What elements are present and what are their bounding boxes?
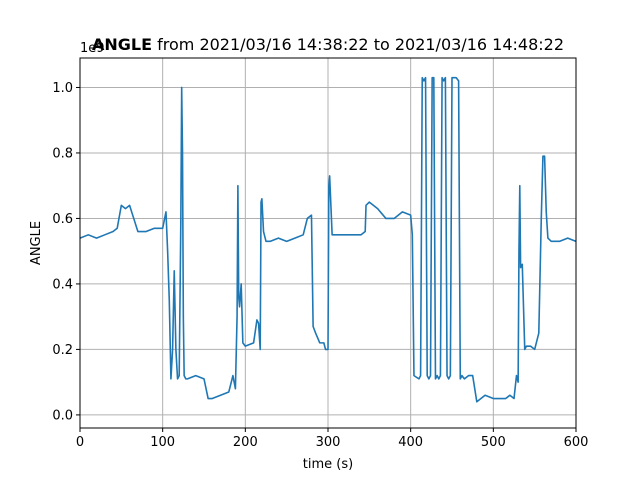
y-offset-label: 1e9 bbox=[80, 41, 105, 56]
x-tick-label: 200 bbox=[233, 435, 258, 450]
x-tick-label: 0 bbox=[76, 435, 84, 450]
x-tick-label: 300 bbox=[316, 435, 341, 450]
x-axis: 0 100 200 300 400 500 600 bbox=[76, 428, 589, 450]
x-tick-label: 100 bbox=[150, 435, 175, 450]
series-layer bbox=[79, 76, 577, 403]
grid bbox=[79, 58, 577, 428]
chart-title-rest: from 2021/03/16 14:38:22 to 2021/03/16 1… bbox=[152, 35, 564, 54]
x-axis-label: time (s) bbox=[303, 457, 353, 472]
y-axis: 0.0 0.2 0.4 0.6 0.8 1.0 bbox=[52, 81, 80, 423]
y-tick-label: 0.4 bbox=[52, 277, 73, 292]
y-tick-label: 0.0 bbox=[52, 408, 73, 423]
y-tick-label: 0.8 bbox=[52, 146, 73, 161]
x-tick-label: 400 bbox=[398, 435, 423, 450]
y-tick-label: 1.0 bbox=[52, 81, 73, 96]
y-tick-label: 0.2 bbox=[52, 343, 73, 358]
chart-title: ANGLE from 2021/03/16 14:38:22 to 2021/0… bbox=[92, 35, 564, 54]
y-axis-label: ANGLE bbox=[29, 221, 44, 265]
y-tick-label: 0.6 bbox=[52, 212, 73, 227]
x-tick-label: 600 bbox=[564, 435, 589, 450]
x-tick-label: 500 bbox=[481, 435, 506, 450]
chart-title-bold: ANGLE bbox=[92, 35, 152, 54]
series-line-angle bbox=[79, 76, 577, 403]
